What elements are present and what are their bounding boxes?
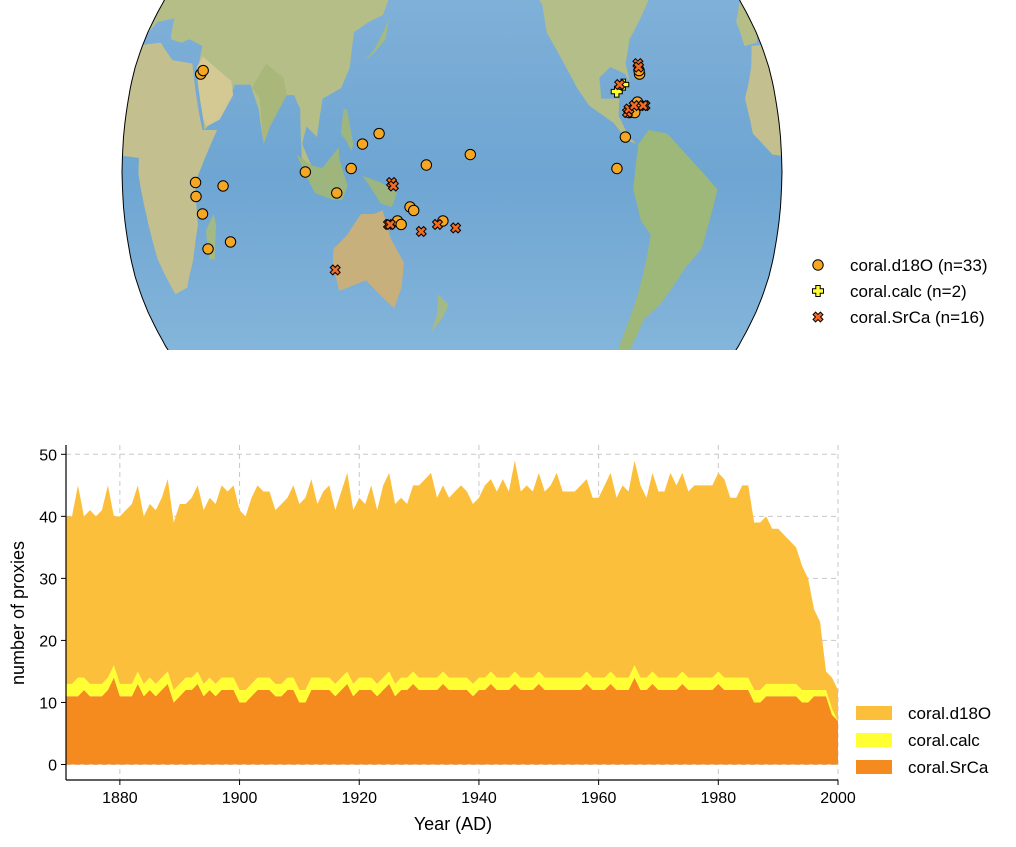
landmass-australia <box>332 210 404 309</box>
proxy-marker-circle <box>299 166 312 178</box>
proxy-marker-circle <box>395 218 407 231</box>
proxy-markers <box>189 57 651 276</box>
x-tick-label: 2000 <box>820 790 856 807</box>
proxy-marker-circle <box>331 187 343 199</box>
proxy-marker-circle <box>373 127 385 140</box>
proxy-marker-circle <box>224 236 237 248</box>
chart-legend-swatch <box>856 760 892 774</box>
area-series-coral-calc <box>66 665 838 722</box>
landmass-borneo <box>321 147 341 186</box>
landmass-japan <box>364 18 390 61</box>
area-series-coral-SrCa <box>66 677 838 765</box>
area-series-coral-d18O <box>66 460 838 722</box>
x-tick-label: 1940 <box>461 790 497 807</box>
proxy-marker-circle <box>408 204 420 217</box>
proxy-count-area-chart: 1880 1900 1920 1940 1960 1980 2000 0 10 20 30 40 50… <box>8 445 991 834</box>
chart-legend-swatch <box>856 733 892 747</box>
x-tick-label: 1900 <box>222 790 258 807</box>
y-tick-label: 50 <box>39 447 57 464</box>
y-tick-label: 30 <box>39 571 57 588</box>
landmass-new-guinea <box>362 175 398 207</box>
chart-legend-label: coral.calc <box>908 731 980 750</box>
proxy-marker-circle <box>189 176 202 189</box>
proxy-marker-plus <box>610 85 623 98</box>
chart-axes <box>65 445 838 781</box>
proxy-count-chart-panel: 1880 1900 1920 1940 1960 1980 2000 0 10 20 30 40 50… <box>0 430 1016 842</box>
proxy-marker-x <box>614 78 626 91</box>
landmass-india <box>251 63 287 144</box>
map-legend-label: coral.calc (n=2) <box>850 282 967 301</box>
landmass-new-zealand <box>430 294 449 333</box>
proxy-marker-x <box>632 61 645 73</box>
legend-marker-plus <box>812 285 824 297</box>
y-axis-label: number of proxies <box>8 541 28 685</box>
y-tick-label: 0 <box>48 757 57 774</box>
map-legend-label: coral.d18O (n=33) <box>850 256 988 275</box>
proxy-location-map: coral.d18O (n=33) coral.calc (n=2) coral.S… <box>121 0 988 446</box>
proxy-marker-x <box>329 264 341 276</box>
proxy-marker-circle <box>202 243 214 255</box>
proxy-marker-x <box>387 180 400 192</box>
proxy-marker-circle <box>611 162 623 175</box>
x-tick-label: 1980 <box>701 790 737 807</box>
map-legend: coral.d18O (n=33) coral.calc (n=2) coral.S… <box>812 256 988 327</box>
proxy-marker-circle <box>190 190 202 203</box>
proxy-marker-x <box>384 218 396 231</box>
proxy-marker-circle <box>217 180 229 192</box>
proxy-marker-circle <box>619 131 632 143</box>
proxy-marker-x <box>628 99 640 112</box>
proxy-marker-circle <box>345 162 357 175</box>
x-axis-ticks: 1880 1900 1920 1940 1960 1980 2000 <box>102 780 856 807</box>
y-axis-ticks: 0 10 20 30 40 50 <box>39 447 66 774</box>
proxy-marker-x <box>415 225 427 238</box>
y-tick-label: 40 <box>39 509 57 526</box>
x-tick-label: 1920 <box>341 790 377 807</box>
legend-marker-circle <box>812 259 824 271</box>
proxy-marker-circle <box>420 159 433 171</box>
proxy-marker-circle <box>356 138 369 150</box>
globe-background <box>122 0 782 446</box>
landmass-south-america <box>619 130 718 363</box>
proxy-marker-x <box>449 222 462 234</box>
chart-legend: coral.d18O coral.calc coral.SrCa <box>856 704 991 777</box>
proxy-marker-circle <box>196 208 209 220</box>
x-axis-label: Year (AD) <box>414 814 492 834</box>
chart-legend-label: coral.SrCa <box>908 758 989 777</box>
x-tick-label: 1880 <box>102 790 138 807</box>
legend-marker-x <box>812 311 824 323</box>
stacked-areas <box>66 460 838 765</box>
proxy-marker-circle <box>464 148 477 161</box>
landmass-north-america <box>468 0 650 144</box>
globe-outline <box>121 0 783 446</box>
chart-legend-label: coral.d18O <box>908 704 991 723</box>
chart-legend-swatch <box>856 706 892 720</box>
landmass-philippines <box>340 109 354 151</box>
proxy-marker-x <box>431 218 444 231</box>
proxy-map-panel: coral.d18O (n=33) coral.calc (n=2) coral.S… <box>0 0 1016 446</box>
map-legend-label: coral.SrCa (n=16) <box>850 308 985 327</box>
x-tick-label: 1960 <box>581 790 617 807</box>
y-tick-label: 20 <box>39 633 57 650</box>
y-tick-label: 10 <box>39 695 57 712</box>
proxy-marker-circle <box>197 64 209 77</box>
proxy-marker-x <box>637 99 649 112</box>
